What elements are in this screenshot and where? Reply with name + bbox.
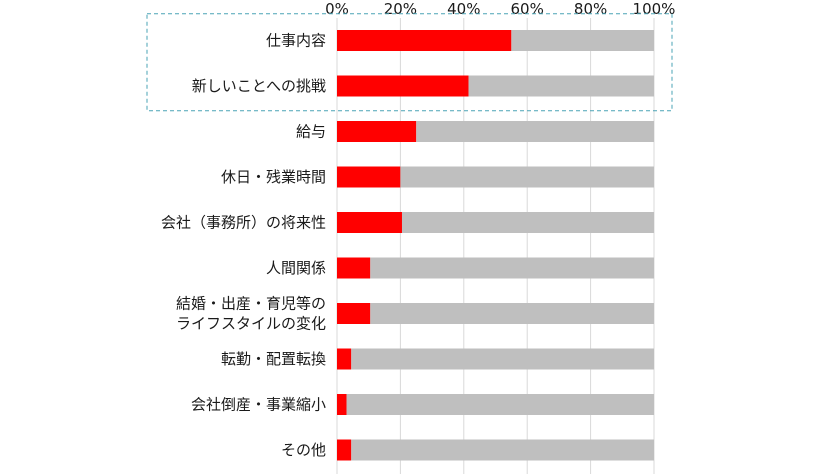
category-label: 人間関係 [266, 259, 326, 277]
bar-segment-share [337, 30, 512, 51]
bar-segment-share [337, 257, 371, 279]
category-label: その他 [281, 441, 326, 459]
bar-segment-share [337, 121, 417, 142]
bar-segment-share [337, 212, 402, 233]
category-label: 新しいことへの挑戦 [192, 77, 326, 95]
bar-segment-remainder [416, 121, 654, 142]
bar-segment-share [337, 348, 352, 370]
bar-segment-share [337, 75, 469, 97]
bar-segment-remainder [401, 212, 654, 233]
category-label: 会社（事務所）の将来性 [161, 214, 326, 232]
bar-segment-remainder [370, 257, 654, 279]
category-label: 結婚・出産・育児等の [176, 295, 326, 313]
category-label: 休日・残業時間 [221, 168, 326, 186]
bar-segment-remainder [351, 348, 654, 370]
bar-segment-remainder [511, 30, 654, 51]
x-tick-label: 60% [511, 0, 544, 18]
highlight-box [146, 13, 673, 112]
category-label: 仕事内容 [266, 32, 326, 50]
bar-segment-share [337, 303, 371, 324]
x-tick-label: 80% [574, 0, 607, 18]
category-label: 転勤・配置転換 [221, 350, 326, 368]
bar-segment-share [337, 439, 352, 461]
bar-segment-remainder [468, 75, 654, 97]
category-label: ライフスタイルの変化 [176, 315, 326, 333]
bar-segment-share [337, 394, 347, 415]
bar-segment-remainder [400, 166, 654, 188]
bar-segment-remainder [351, 439, 654, 461]
category-label: 給与 [296, 123, 326, 141]
x-tick-label: 40% [447, 0, 480, 18]
y-axis: 仕事内容新しいことへの挑戦給与休日・残業時間会社（事務所）の将来性人間関係結婚・… [161, 32, 326, 460]
bar-segment-remainder [370, 303, 654, 324]
bars [337, 30, 654, 461]
x-tick-label: 0% [325, 0, 349, 18]
bar-segment-share [337, 166, 401, 188]
category-label: 会社倒産・事業縮小 [191, 396, 326, 414]
x-tick-label: 100% [633, 0, 676, 18]
x-tick-label: 20% [384, 0, 417, 18]
x-axis: 0% 20% 40% 60% 80% 100% [325, 0, 675, 18]
bar-segment-remainder [346, 394, 654, 415]
